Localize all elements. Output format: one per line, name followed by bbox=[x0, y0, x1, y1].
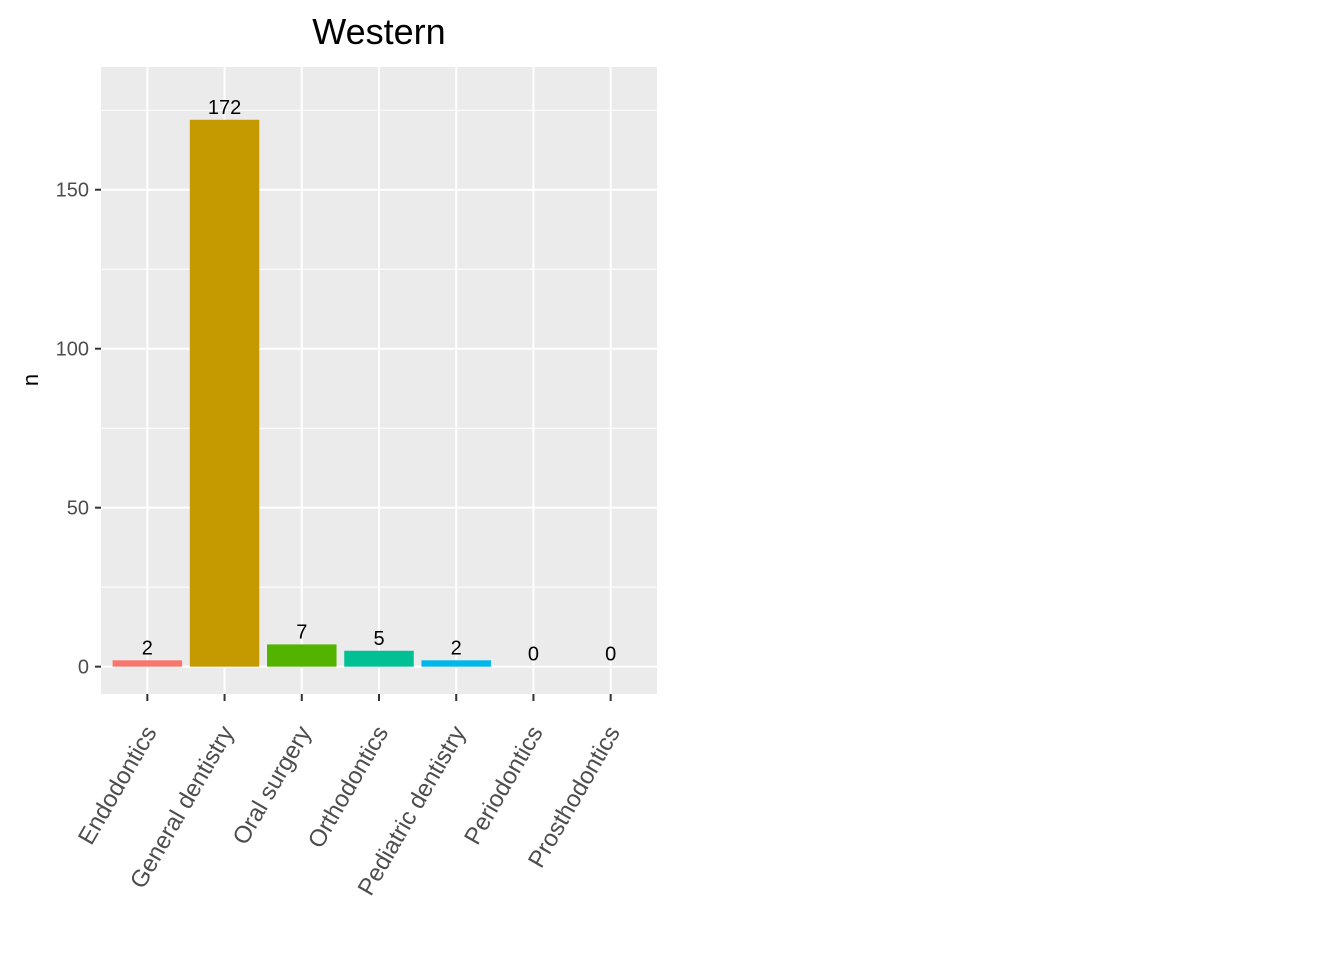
bar bbox=[267, 644, 337, 667]
bars bbox=[112, 119, 491, 667]
chart-title: Western bbox=[312, 11, 445, 52]
x-tick-label: Periodontics bbox=[459, 722, 548, 850]
y-axis: 0 50 100 150 bbox=[56, 180, 101, 679]
x-tick-label: Orthodontics bbox=[303, 722, 394, 853]
bar bbox=[421, 660, 491, 667]
data-label: 5 bbox=[373, 628, 384, 650]
y-tick-label: 150 bbox=[56, 180, 89, 202]
x-tick-label: Endodontics bbox=[73, 722, 162, 850]
data-label: 0 bbox=[528, 644, 539, 666]
y-axis-title: n bbox=[18, 374, 43, 386]
y-tick-label: 100 bbox=[56, 339, 89, 361]
data-label: 2 bbox=[451, 637, 462, 659]
data-label: 0 bbox=[605, 644, 616, 666]
bar bbox=[189, 119, 260, 667]
data-labels: 2 172 7 5 2 0 0 bbox=[142, 97, 616, 666]
x-tick-label: Oral surgery bbox=[228, 722, 317, 850]
data-label: 7 bbox=[296, 621, 307, 643]
bar bbox=[344, 650, 414, 667]
bar bbox=[112, 660, 183, 667]
data-label: 2 bbox=[142, 637, 153, 659]
y-tick-label: 50 bbox=[67, 498, 89, 520]
data-label: 172 bbox=[208, 97, 241, 119]
y-tick-label: 0 bbox=[78, 657, 89, 679]
